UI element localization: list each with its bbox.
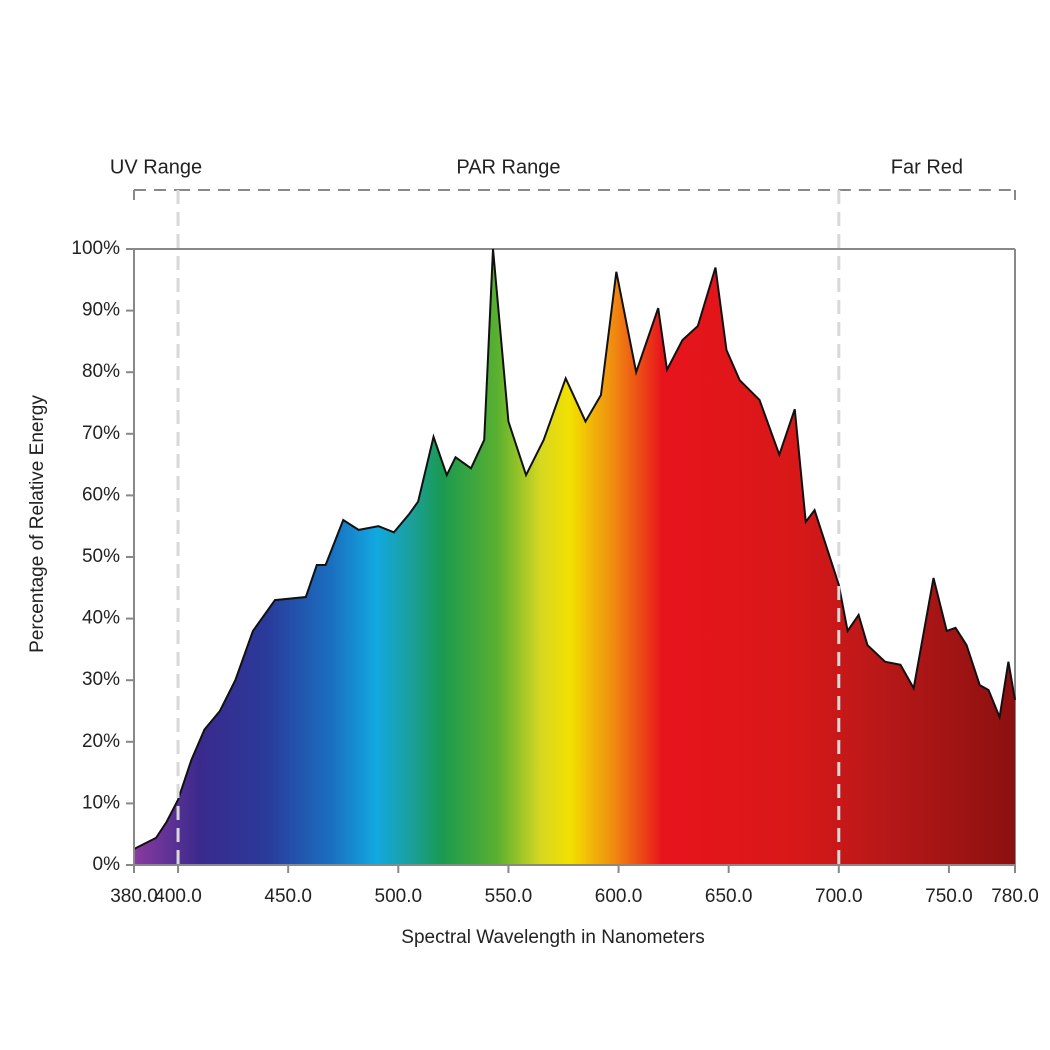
x-tick-label: 780.0	[991, 886, 1039, 907]
y-tick-label: 80%	[82, 361, 120, 382]
y-tick-label: 0%	[93, 854, 121, 875]
region-label: UV Range	[110, 156, 202, 178]
x-tick-label: 400.0	[154, 886, 202, 907]
y-tick-label: 40%	[82, 608, 120, 629]
y-tick-label: 50%	[82, 546, 120, 567]
y-tick-label: 70%	[82, 423, 120, 444]
y-tick-label: 20%	[82, 731, 120, 752]
region-label: Far Red	[891, 156, 963, 178]
x-tick-label: 700.0	[815, 886, 863, 907]
spectrum-area	[134, 249, 1015, 865]
x-tick-label: 550.0	[485, 886, 533, 907]
y-axis-title: Percentage of Relative Energy	[27, 395, 48, 653]
y-tick-label: 100%	[71, 238, 120, 259]
spectrum-line	[133, 248, 1016, 850]
x-tick-label: 450.0	[264, 886, 312, 907]
x-tick-label: 500.0	[375, 886, 423, 907]
x-tick-label: 380.0	[110, 886, 158, 907]
y-tick-label: 90%	[82, 300, 120, 321]
y-tick-label: 10%	[82, 792, 120, 813]
x-tick-label: 750.0	[925, 886, 973, 907]
y-tick-label: 30%	[82, 669, 120, 690]
x-tick-label: 650.0	[705, 886, 753, 907]
y-tick-label: 60%	[82, 484, 120, 505]
region-label: PAR Range	[456, 156, 560, 178]
x-tick-label: 600.0	[595, 886, 643, 907]
x-axis-title: Spectral Wavelength in Nanometers	[401, 927, 704, 948]
